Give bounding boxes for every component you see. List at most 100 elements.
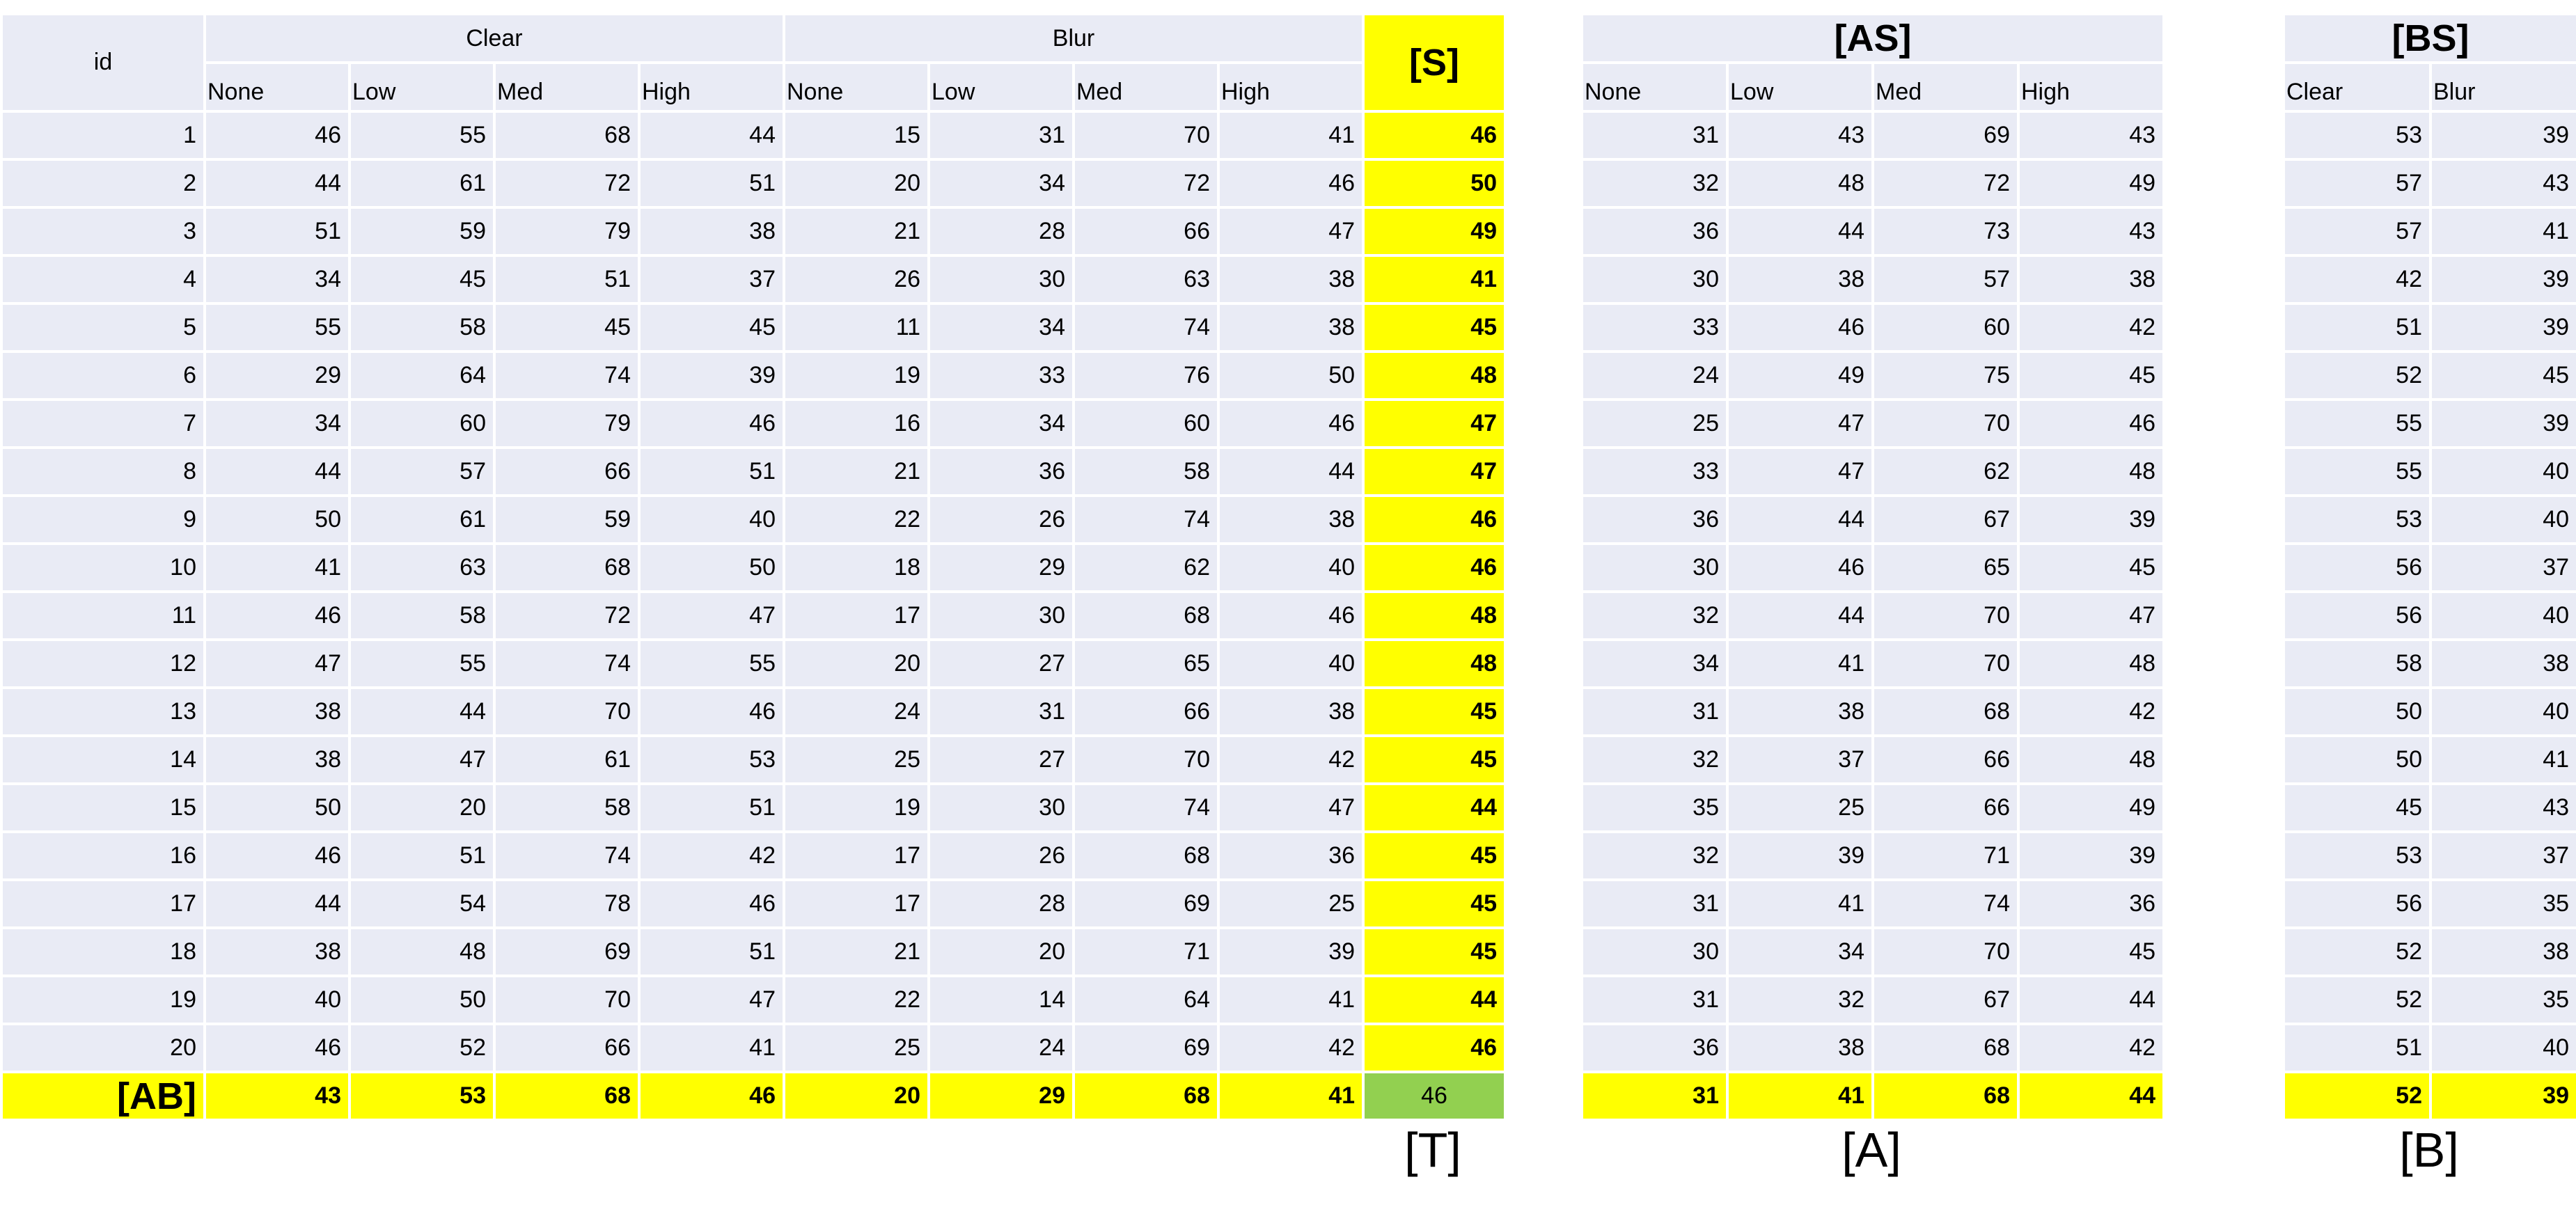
table-cell: 40	[203, 975, 351, 1025]
table-cell: 32	[1580, 590, 1729, 641]
table-cell: 41	[203, 542, 351, 593]
table-cell: 60	[348, 398, 496, 449]
table-cell: 31	[1580, 110, 1729, 161]
table-cell: 31	[1580, 878, 1729, 929]
sub-header: Clear	[2282, 61, 2432, 113]
table-cell: 55	[203, 302, 351, 353]
ab-value: 68	[493, 1071, 641, 1121]
table-cell: 72	[1871, 158, 2020, 209]
sub-header: High	[638, 61, 785, 113]
table-cell: 41	[1216, 110, 1365, 161]
table-b: [BS] Clear Blur 53 39 57 43 57 41 42 39 51 39 52 45…	[2282, 13, 2576, 1121]
table-t: id Clear Blur [S] None Low Med High None…	[0, 13, 1507, 1121]
table-b-body: 53 39 57 43 57 41 42 39 51 39 52 45 55 39 55 40 53 40 56 37…	[2282, 110, 2576, 1073]
table-cell: 39	[2428, 302, 2576, 353]
table-cell: 44	[1726, 590, 1874, 641]
table-row: 36 44 67 39	[1580, 494, 2166, 545]
table-cell: 38	[1216, 494, 1365, 545]
table-cell: 28	[927, 206, 1075, 257]
table-cell: 65	[1072, 638, 1220, 689]
table-cell: 52	[2282, 926, 2432, 977]
table-cell: 21	[783, 206, 930, 257]
table-cell: 51	[2282, 1023, 2432, 1073]
table-cell: 38	[1726, 686, 1874, 737]
table-a: [AS] None Low Med High 31 43 69 43 32 48 72 49 3…	[1580, 13, 2166, 1121]
table-cell: 58	[348, 302, 496, 353]
table-cell: 3	[0, 206, 206, 257]
table-row: 58 38	[2282, 638, 2576, 689]
table-cell: 22	[783, 975, 930, 1025]
table-row: 15 50 20 58 51 19 30 74 47 44	[0, 782, 1507, 833]
table-cell: 8	[0, 446, 206, 497]
table-cell: 37	[2428, 830, 2576, 881]
table-row: 52 45	[2282, 350, 2576, 401]
sub-header: None	[203, 61, 351, 113]
table-cell: 42	[638, 830, 785, 881]
table-cell: 2	[0, 158, 206, 209]
table-cell: 42	[2282, 254, 2432, 305]
sub-header: None	[1580, 61, 1729, 113]
table-cell: 58	[1072, 446, 1220, 497]
table-cell: 74	[493, 350, 641, 401]
table-cell: 27	[927, 734, 1075, 785]
table-cell: 49	[2016, 158, 2166, 209]
table-cell: 19	[783, 782, 930, 833]
table-cell: 33	[1580, 302, 1729, 353]
table-cell: 20	[927, 926, 1075, 977]
table-cell: 61	[348, 494, 496, 545]
table-cell: 63	[348, 542, 496, 593]
table-cell: 43	[2428, 158, 2576, 209]
table-cell: 68	[1871, 1023, 2020, 1073]
table-row: 7 34 60 79 46 16 34 60 46 47	[0, 398, 1507, 449]
table-cell: 59	[493, 494, 641, 545]
table-cell: 5	[0, 302, 206, 353]
table-cell: 25	[1580, 398, 1729, 449]
table-cell: 36	[1580, 206, 1729, 257]
table-cell: 47	[1362, 446, 1507, 497]
table-cell: 46	[1362, 110, 1507, 161]
table-cell: 72	[1072, 158, 1220, 209]
table-cell: 51	[348, 830, 496, 881]
table-cell: 44	[1726, 206, 1874, 257]
table-cell: 59	[348, 206, 496, 257]
table-cell: 48	[1362, 350, 1507, 401]
table-cell: 46	[1362, 494, 1507, 545]
table-cell: 20	[783, 158, 930, 209]
table-cell: 53	[2282, 110, 2432, 161]
table-cell: 53	[2282, 830, 2432, 881]
caption-a: [A]	[1841, 1123, 1901, 1177]
table-cell: 50	[1216, 350, 1365, 401]
table-cell: 48	[1726, 158, 1874, 209]
table-cell: 46	[203, 590, 351, 641]
table-cell: 75	[1871, 350, 2020, 401]
table-cell: 62	[1072, 542, 1220, 593]
table-cell: 47	[638, 590, 785, 641]
table-cell: 38	[203, 926, 351, 977]
table-cell: 47	[1216, 782, 1365, 833]
table-cell: 36	[1216, 830, 1365, 881]
table-cell: 31	[927, 110, 1075, 161]
table-cell: 24	[1580, 350, 1729, 401]
table-cell: 45	[2016, 350, 2166, 401]
table-cell: 27	[927, 638, 1075, 689]
table-cell: 46	[1726, 542, 1874, 593]
table-cell: 45	[493, 302, 641, 353]
table-cell: 17	[783, 830, 930, 881]
table-cell: 39	[2428, 254, 2576, 305]
table-cell: 44	[203, 158, 351, 209]
table-cell: 24	[927, 1023, 1075, 1073]
table-cell: 39	[638, 350, 785, 401]
sub-header: None	[783, 61, 930, 113]
table-cell: 70	[493, 686, 641, 737]
table-cell: 46	[2016, 398, 2166, 449]
table-cell: 35	[2428, 975, 2576, 1025]
table-cell: 17	[783, 878, 930, 929]
table-cell: 51	[203, 206, 351, 257]
table-row: 51 39	[2282, 302, 2576, 353]
table-cell: 33	[927, 350, 1075, 401]
table-cell: 66	[493, 1023, 641, 1073]
table-cell: 4	[0, 254, 206, 305]
table-cell: 10	[0, 542, 206, 593]
table-row: 19 40 50 70 47 22 14 64 41 44	[0, 975, 1507, 1025]
table-cell: 20	[0, 1023, 206, 1073]
